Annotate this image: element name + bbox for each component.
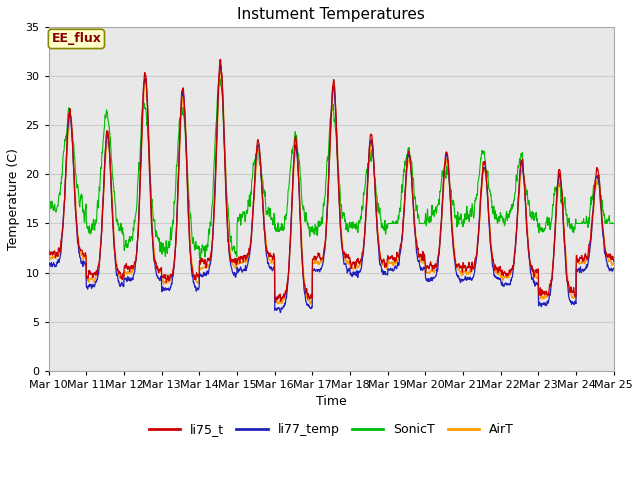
Y-axis label: Temperature (C): Temperature (C) (7, 148, 20, 250)
Title: Instument Temperatures: Instument Temperatures (237, 7, 425, 22)
Text: EE_flux: EE_flux (51, 33, 101, 46)
X-axis label: Time: Time (316, 395, 346, 408)
Legend: li75_t, li77_temp, SonicT, AirT: li75_t, li77_temp, SonicT, AirT (143, 418, 519, 441)
